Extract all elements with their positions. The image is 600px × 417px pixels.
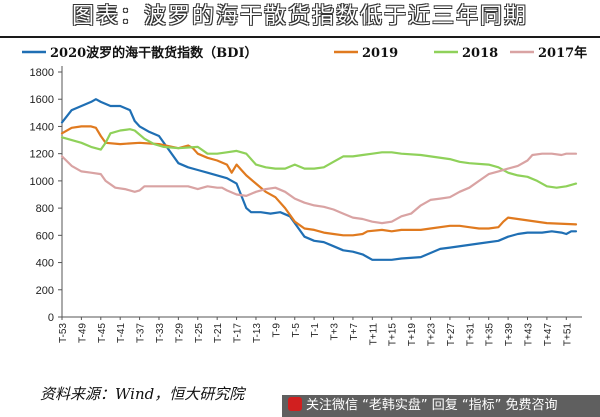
x-tick-label: T-21 — [213, 323, 224, 343]
y-tick-label: 200 — [36, 285, 54, 297]
source-note: 资料来源：Wind，恒大研究院 — [40, 385, 245, 403]
line-chart: 0 200 400 600 800 1000 1200 1400 1600 1800 T-53 T-4… — [22, 45, 587, 347]
x-tick-label: T-37 — [136, 323, 147, 343]
chart-title: 图表：波罗的海干散货指数低于近三年同期 — [71, 4, 528, 29]
legend-label: 2017年 — [538, 45, 587, 61]
x-tick-label: T-53 — [58, 323, 69, 343]
y-tick-label: 1600 — [30, 94, 54, 106]
series-line-3 — [60, 152, 578, 225]
x-tick-label: T+27 — [446, 323, 457, 347]
x-tick-label: T-5 — [291, 323, 302, 338]
y-tick-label: 600 — [36, 230, 54, 242]
x-tick-label: T+23 — [427, 323, 438, 347]
y-tick-label: 1800 — [30, 67, 54, 79]
legend-label: 2018 — [462, 46, 498, 61]
watermark-banner: 关注微信 “老韩实盘” 回复 “指标” 免费咨询 — [282, 395, 600, 417]
legend-label: 2019 — [362, 46, 398, 61]
y-tick-label: 1400 — [30, 121, 54, 133]
x-tick-label: T+51 — [562, 323, 573, 347]
x-tick-label: T+15 — [388, 323, 399, 347]
y-tick-label: 1200 — [30, 149, 54, 161]
x-tick-label: T-1 — [310, 323, 321, 338]
series-line-2 — [60, 128, 578, 189]
x-tick-label: T-49 — [77, 323, 88, 343]
title-divider — [0, 36, 600, 38]
x-tick-label: T-13 — [252, 323, 263, 343]
x-tick-label: T+7 — [349, 323, 360, 341]
y-tick-label: 1000 — [30, 176, 54, 188]
x-tick-label: T-17 — [233, 323, 244, 343]
series-line-0 — [60, 98, 578, 261]
x-tick-label: T+39 — [504, 323, 515, 347]
y-tick-label: 0 — [48, 312, 54, 324]
x-tick-label: T+43 — [524, 323, 535, 347]
y-tick-label: 400 — [36, 258, 54, 270]
x-tick-label: T+35 — [485, 323, 496, 347]
x-tick-label: T+19 — [407, 323, 418, 347]
legend-label: 2020波罗的海干散货指数（BDI） — [50, 45, 258, 61]
x-tick-label: T+47 — [543, 323, 554, 347]
x-tick-label: T-25 — [194, 323, 205, 343]
x-tick-label: T+3 — [330, 323, 341, 341]
x-tick-label: T-45 — [97, 323, 108, 343]
y-tick-label: 800 — [36, 203, 54, 215]
x-tick-label: T-33 — [155, 323, 166, 343]
x-tick-label: T-41 — [116, 323, 127, 343]
x-tick-label: T-29 — [174, 323, 185, 343]
wechat-icon — [288, 397, 302, 411]
x-tick-label: T+31 — [465, 323, 476, 347]
x-tick-label: T+11 — [368, 323, 379, 346]
series-line-1 — [60, 125, 578, 237]
x-tick-label: T-9 — [271, 323, 282, 338]
watermark-text: 关注微信 “老韩实盘” 回复 “指标” 免费咨询 — [306, 398, 558, 413]
